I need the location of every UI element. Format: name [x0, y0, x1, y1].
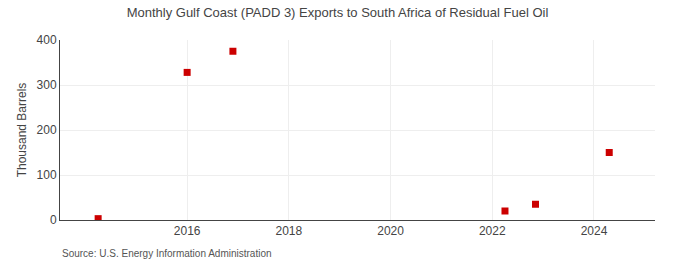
svg-text:2018: 2018 — [275, 224, 302, 238]
svg-text:Thousand Barrels: Thousand Barrels — [15, 83, 29, 178]
svg-text:2022: 2022 — [479, 224, 506, 238]
svg-text:Source: U.S. Energy Informatio: Source: U.S. Energy Information Administ… — [62, 248, 272, 259]
svg-text:200: 200 — [37, 123, 57, 137]
svg-text:100: 100 — [37, 168, 57, 182]
svg-text:0: 0 — [50, 213, 57, 227]
svg-text:2020: 2020 — [377, 224, 404, 238]
svg-text:2016: 2016 — [174, 224, 201, 238]
svg-text:Monthly Gulf Coast (PADD 3) Ex: Monthly Gulf Coast (PADD 3) Exports to S… — [127, 5, 549, 20]
svg-text:2024: 2024 — [581, 224, 608, 238]
svg-text:400: 400 — [37, 33, 57, 47]
svg-text:300: 300 — [37, 78, 57, 92]
